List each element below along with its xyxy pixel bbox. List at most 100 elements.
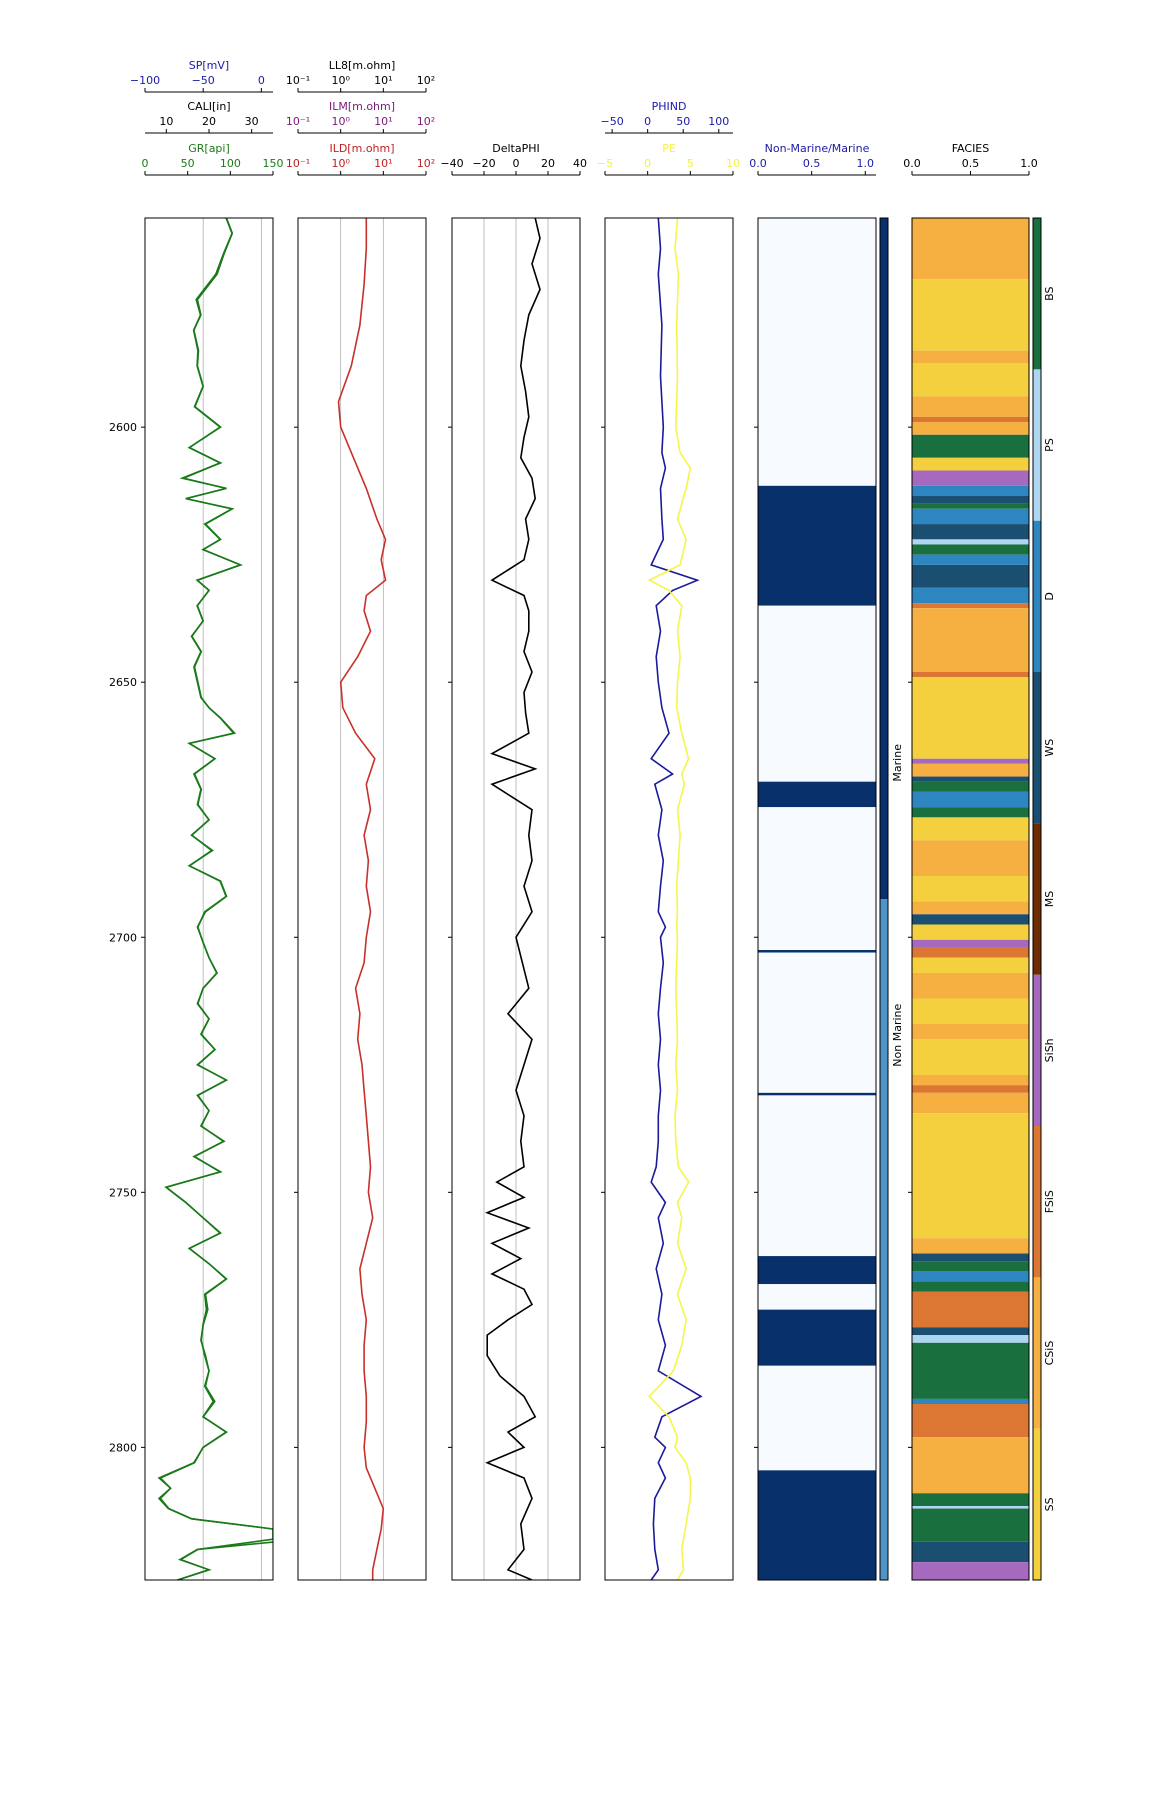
marine-axis-0-title: Non-Marine/Marine xyxy=(765,142,870,155)
sp-gr-cali-axis-2-tick-label-1: −50 xyxy=(192,74,215,87)
facies-interval-15 xyxy=(912,539,1029,545)
facies-interval-2 xyxy=(912,350,1029,364)
facies-interval-36 xyxy=(912,939,1029,948)
resistivity-axis-1-title: ILM[m.ohm] xyxy=(329,100,395,113)
facies-interval-42 xyxy=(912,1039,1029,1075)
facies-interval-7 xyxy=(912,434,1029,458)
facies-track-frame xyxy=(911,217,1030,1581)
facies-interval-45 xyxy=(912,1092,1029,1114)
grid-layer xyxy=(202,218,549,1580)
track-2-background xyxy=(298,218,426,1580)
facies-interval-31 xyxy=(912,840,1029,877)
resistivity-axis-1-tick-label-3: 10² xyxy=(417,115,435,128)
porosity-track-frame xyxy=(604,217,734,1581)
marine-axis-0-tick-label-2: 1.0 xyxy=(857,157,875,170)
porosity-axis-0-tick-label-3: 10 xyxy=(726,157,740,170)
marine-axis-0-tick-label-1: 0.5 xyxy=(803,157,821,170)
marine-interval-5 xyxy=(758,950,876,953)
facies-interval-49 xyxy=(912,1261,1029,1272)
depth-tick-label-2700: 2700 xyxy=(109,931,137,944)
facies-interval-63 xyxy=(912,1562,1029,1580)
porosity-axis-1-tick-label-1: 0 xyxy=(644,115,651,128)
facies-interval-60 xyxy=(912,1506,1029,1509)
resistivity-track-frame xyxy=(297,217,427,1581)
sp-gr-cali-axis-2-tick-label-0: −100 xyxy=(130,74,160,87)
facies-interval-8 xyxy=(912,457,1029,471)
marine-interval-0 xyxy=(758,218,876,486)
facies-legend-label-ws: WS xyxy=(1043,739,1056,757)
track-1-background xyxy=(145,218,273,1580)
sp-gr-cali-track-frame xyxy=(144,217,274,1581)
facies-axis-0-title: FACIES xyxy=(952,142,990,155)
facies-interval-1 xyxy=(912,279,1029,351)
resistivity-axis-1-tick-label-0: 10⁻¹ xyxy=(286,115,310,128)
depth-tick-label-2650: 2650 xyxy=(109,676,137,689)
sp-gr-cali-axis-0-tick-label-1: 50 xyxy=(181,157,195,170)
facies-interval-59 xyxy=(912,1493,1029,1507)
marine-interval-3 xyxy=(758,781,876,808)
facies-legend-swatch-bs xyxy=(1033,218,1041,370)
facies-legend-swatch-fsis xyxy=(1033,1126,1041,1278)
resistivity-axis-0-tick-label-2: 10¹ xyxy=(374,157,392,170)
sp-gr-cali-axis-0-tick-label-3: 150 xyxy=(263,157,284,170)
facies-interval-51 xyxy=(912,1281,1029,1292)
deltaphi-axis-0-tick-label-1: −20 xyxy=(472,157,495,170)
facies-interval-12 xyxy=(912,503,1029,509)
facies-interval-55 xyxy=(912,1342,1029,1399)
facies-interval-14 xyxy=(912,524,1029,540)
resistivity-axis-0-tick-label-0: 10⁻¹ xyxy=(286,157,310,170)
marine-interval-2 xyxy=(758,605,876,782)
porosity-axis-0-title: PE xyxy=(662,142,676,155)
marine-colorbar-non-marine-segment xyxy=(880,899,888,1580)
facies-colorbar-frame xyxy=(1032,217,1042,1581)
deltaphi-track-frame xyxy=(451,217,581,1581)
marine-interval-8 xyxy=(758,1095,876,1257)
sp-gr-cali-axis-2-tick-label-2: 0 xyxy=(258,74,265,87)
sp-gr-cali-axis-1-tick-label-0: 10 xyxy=(159,115,173,128)
facies-legend-label-ms: MS xyxy=(1043,891,1056,907)
facies-interval-43 xyxy=(912,1074,1029,1086)
facies-interval-24 xyxy=(912,758,1029,764)
facies-interval-54 xyxy=(912,1335,1029,1343)
sp-gr-cali-axis-0-tick-label-2: 100 xyxy=(220,157,241,170)
facies-interval-30 xyxy=(912,817,1029,841)
facies-interval-40 xyxy=(912,998,1029,1024)
facies-interval-20 xyxy=(912,603,1029,609)
facies-interval-5 xyxy=(912,416,1029,423)
facies-axis-0-tick-label-1: 0.5 xyxy=(962,157,980,170)
resistivity-axis-2-tick-label-3: 10² xyxy=(417,74,435,87)
facies-interval-16 xyxy=(912,544,1029,555)
deltaphi-axis-0-title: DeltaPHI xyxy=(492,142,540,155)
deltaphi-deltaphi-curve xyxy=(485,218,541,1580)
facies-legend-swatch-ws xyxy=(1033,672,1041,824)
marine-interval-1 xyxy=(758,485,876,606)
marine-interval-9 xyxy=(758,1256,876,1285)
porosity-axis-1-tick-label-0: −50 xyxy=(601,115,624,128)
marine-interval-7 xyxy=(758,1092,876,1096)
facies-legend-swatch-ps xyxy=(1033,369,1041,521)
sp-gr-cali-axis-0-title: GR[api] xyxy=(188,142,230,155)
facies-interval-35 xyxy=(912,924,1029,940)
facies-interval-41 xyxy=(912,1023,1029,1040)
facies-axis-0-tick-label-2: 1.0 xyxy=(1020,157,1038,170)
deltaphi-axis-0-tick-label-2: 0 xyxy=(513,157,520,170)
porosity-axis-1-tick-label-2: 50 xyxy=(676,115,690,128)
marine-axis-0-tick-label-0: 0.0 xyxy=(749,157,767,170)
facies-interval-3 xyxy=(912,363,1029,397)
facies-interval-21 xyxy=(912,608,1029,672)
porosity-phind-curve xyxy=(650,218,703,1580)
resistivity-axis-0-tick-label-1: 10⁰ xyxy=(331,157,350,170)
marine-colorbar-label-1: Non Marine xyxy=(891,1003,904,1066)
facies-legend-swatch-d xyxy=(1033,520,1041,672)
facies-interval-62 xyxy=(912,1541,1029,1563)
resistivity-axis-1-tick-label-2: 10¹ xyxy=(374,115,392,128)
facies-legend-swatch-ms xyxy=(1033,823,1041,975)
porosity-pe-curve xyxy=(647,218,692,1580)
resistivity-axis-2-tick-label-1: 10⁰ xyxy=(331,74,350,87)
sp-gr-cali-axis-2-title: SP[mV] xyxy=(189,59,229,72)
facies-interval-52 xyxy=(912,1291,1029,1328)
facies-interval-34 xyxy=(912,914,1029,925)
facies-interval-46 xyxy=(912,1113,1029,1239)
facies-interval-56 xyxy=(912,1398,1029,1405)
